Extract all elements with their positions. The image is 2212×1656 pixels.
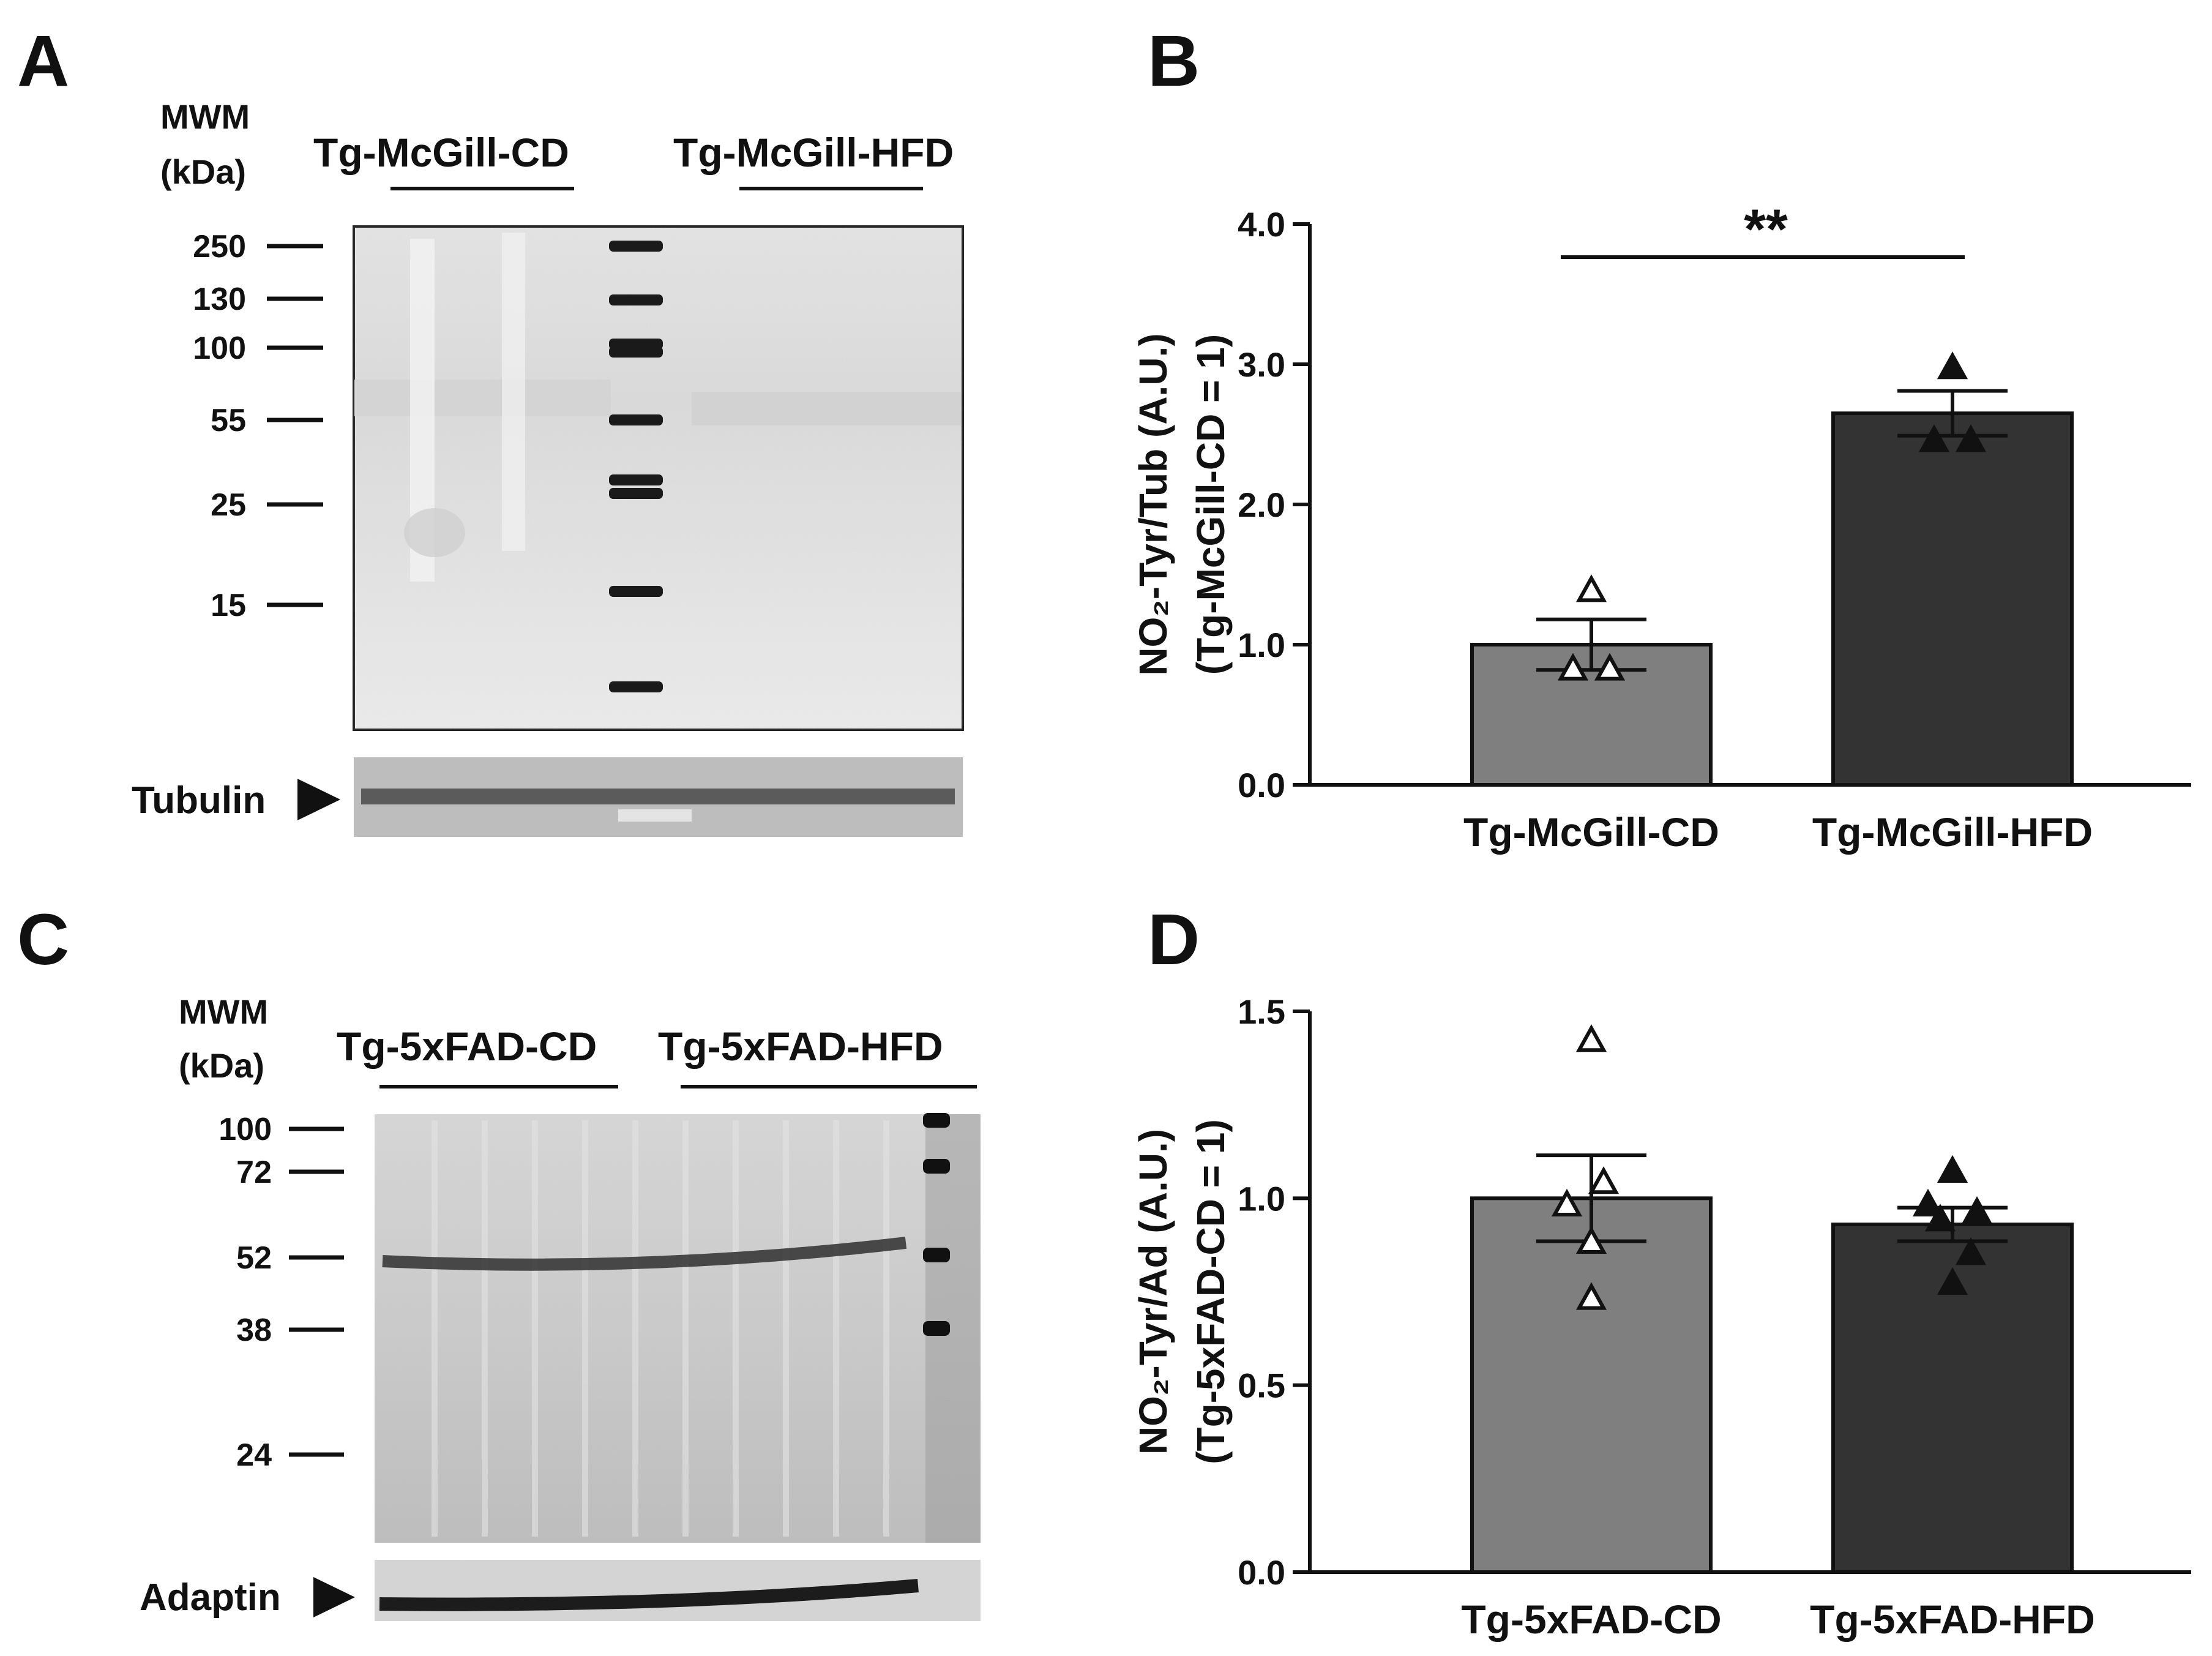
panel-a-blot: [353, 225, 964, 731]
chart-d-point-2-4: [1924, 1204, 1956, 1232]
chart-d-ytick-label-0.5: 0.5: [1238, 1366, 1285, 1405]
panel-c-mw-markers: 100 72 52 38 24: [219, 1112, 344, 1473]
chart-d-category-label-2: Tg-5xFAD-HFD: [1810, 1597, 2095, 1642]
panel-c-letter: C: [17, 899, 69, 980]
chart-d: 0.0 0.5 1.0 1.5 NO₂-Tyr/Ad (A.U.) (Tg-5xFAD-C…: [1131, 992, 2191, 1642]
panel-a-mwm-label: MWM: [160, 97, 250, 136]
chart-d-point-2-6: [1937, 1267, 1968, 1295]
panel-c-kda-label: (kDa): [179, 1046, 264, 1085]
panel-a-group1-label: Tg-McGill-CD: [313, 130, 569, 175]
panel-a-kda-label: (kDa): [160, 152, 246, 191]
chart-b-bar-2: [1831, 411, 2074, 787]
panel-a-mw-label-130: 130: [193, 282, 246, 317]
chart-b-point-2-1: [1937, 351, 1968, 380]
chart-d-point-2-3: [1961, 1196, 1993, 1224]
panel-c-adaptin-label: Adaptin: [140, 1576, 281, 1619]
chart-b-point-1-3: [1594, 653, 1626, 681]
chart-b-point-2-3: [1955, 424, 1987, 452]
panel-a-tubulin-blot: [354, 757, 963, 837]
chart-d-ylabel-line2: (Tg-5xFAD-CD = 1): [1189, 1119, 1233, 1464]
panel-b: B 0.0 1.0 2.0 3.0 4.0 NO₂-Tyr/Tub (A.U.) (Tg-M…: [1131, 21, 2191, 855]
panel-a-tubulin-label: Tubulin: [132, 779, 266, 822]
chart-d-point-1-4: [1575, 1226, 1607, 1254]
panel-c-mw-label-38: 38: [236, 1313, 272, 1348]
panel-a-letter: A: [17, 21, 69, 102]
chart-b-ytick-label-2.0: 2.0: [1238, 485, 1285, 524]
panel-a-mw-markers: 250 130 100 55 25 15: [193, 229, 323, 623]
chart-d-point-1-2: [1588, 1166, 1620, 1194]
panel-a-mw-label-55: 55: [211, 403, 246, 438]
chart-d-ylabel-line1: NO₂-Tyr/Ad (A.U.): [1131, 1129, 1175, 1455]
panel-c-blot: [375, 1113, 981, 1543]
panel-b-letter: B: [1148, 21, 1200, 102]
chart-d-category-label-1: Tg-5xFAD-CD: [1461, 1597, 1721, 1642]
panel-a-mw-label-250: 250: [193, 229, 246, 264]
panel-a: A MWM (kDa) Tg-McGill-CD Tg-McGill-HFD 2…: [17, 21, 964, 837]
panel-c-group1-label: Tg-5xFAD-CD: [337, 1024, 597, 1069]
chart-b-category-label-2: Tg-McGill-HFD: [1812, 809, 2093, 855]
chart-d-point-2-5: [1955, 1237, 1987, 1265]
chart-b: 0.0 1.0 2.0 3.0 4.0 NO₂-Tyr/Tub (A.U.) (Tg-McG…: [1131, 198, 2191, 855]
panel-c-group2-label: Tg-5xFAD-HFD: [658, 1024, 943, 1069]
chart-b-ylabel-line2: (Tg-McGill-CD = 1): [1189, 334, 1233, 675]
chart-b-significance-label: **: [1744, 198, 1788, 261]
chart-b-point-1-1: [1575, 574, 1607, 602]
chart-b-point-1-2: [1557, 653, 1589, 681]
chart-d-point-2-1: [1937, 1155, 1968, 1183]
chart-d-point-1-5: [1575, 1282, 1607, 1310]
panel-c-mwm-label: MWM: [179, 992, 268, 1031]
chart-b-bar-1: [1470, 643, 1713, 787]
panel-d-letter: D: [1148, 899, 1200, 980]
panel-c-mw-label-24: 24: [236, 1437, 272, 1473]
chart-b-point-2-2: [1918, 424, 1950, 452]
panel-c-mw-label-100: 100: [219, 1112, 272, 1147]
panel-c-adaptin-blot: [375, 1560, 981, 1621]
chart-d-ytick-label-1.5: 1.5: [1238, 992, 1285, 1031]
chart-d-ytick-label-0.0: 0.0: [1238, 1553, 1285, 1592]
panel-c-adaptin-arrow: [313, 1577, 355, 1617]
chart-b-ylabel-line1: NO₂-Tyr/Tub (A.U.): [1131, 333, 1175, 675]
chart-b-ytick-label-3.0: 3.0: [1238, 345, 1285, 384]
panel-a-tubulin-arrow: [297, 779, 340, 820]
chart-d-bar-1: [1470, 1196, 1713, 1575]
panel-c: C MWM (kDa) Tg-5xFAD-CD Tg-5xFAD-HFD 100…: [17, 899, 981, 1621]
panel-a-mw-label-15: 15: [211, 588, 246, 623]
panel-a-group2-label: Tg-McGill-HFD: [673, 130, 954, 175]
panel-d: D 0.0 0.5 1.0 1.5 NO₂-Tyr/Ad (A.U.) (Tg-5xFAD…: [1131, 899, 2191, 1642]
chart-d-point-1-1: [1575, 1024, 1607, 1052]
chart-d-ytick-label-1.0: 1.0: [1238, 1179, 1285, 1218]
chart-b-ytick-label-0.0: 0.0: [1238, 766, 1285, 804]
chart-d-point-2-2: [1912, 1188, 1944, 1216]
chart-b-category-label-1: Tg-McGill-CD: [1463, 809, 1719, 855]
chart-d-point-1-3: [1551, 1188, 1583, 1216]
panel-c-mw-label-72: 72: [236, 1155, 272, 1190]
chart-b-ytick-label-4.0: 4.0: [1238, 205, 1285, 244]
panel-c-mw-label-52: 52: [236, 1240, 272, 1276]
panel-a-mw-label-100: 100: [193, 331, 246, 366]
chart-b-ytick-label-1.0: 1.0: [1238, 626, 1285, 664]
panel-a-mw-label-25: 25: [211, 487, 246, 523]
